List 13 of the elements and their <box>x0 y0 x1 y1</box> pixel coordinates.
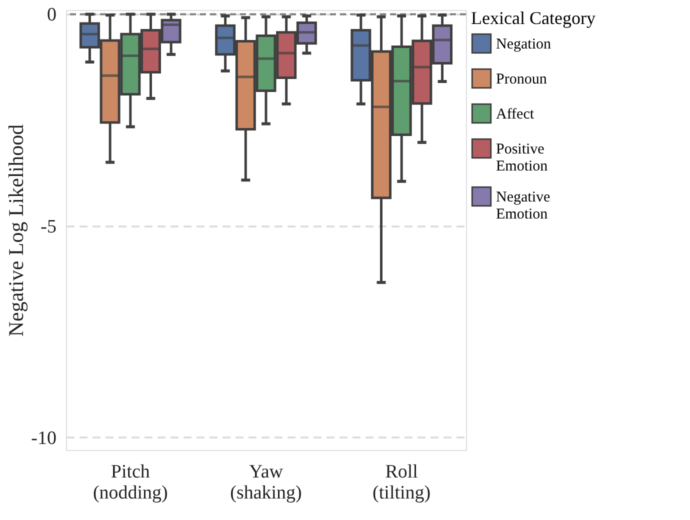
legend-title: Lexical Category <box>471 8 596 28</box>
y-tick-label: 0 <box>47 4 56 26</box>
y-tick-label: -10 <box>31 428 56 449</box>
y-tick-label: -5 <box>40 216 56 238</box>
y-axis-title: Negative Log Likelihood <box>4 124 28 337</box>
x-tick-label: Yaw (shaking) <box>230 462 302 504</box>
legend-label: Affect <box>496 106 535 122</box>
legend-label: Negative Emotion <box>496 190 550 222</box>
legend-label: Negation <box>496 36 552 52</box>
x-tick-label: Pitch (nodding) <box>92 462 168 504</box>
legend-label: Positive Emotion <box>496 142 548 174</box>
x-tick-label: Roll (tilting) <box>372 462 431 504</box>
legend-label: Pronoun <box>496 72 548 88</box>
